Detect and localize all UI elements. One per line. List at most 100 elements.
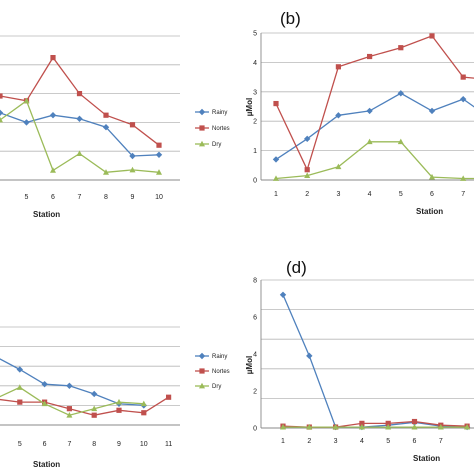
series-nortes-point: [367, 53, 373, 60]
series-nortes-point: [335, 64, 341, 70]
series-nortes-line: [0, 56, 160, 146]
series-dry-point: [332, 423, 339, 430]
y-tick-label: 6: [253, 315, 257, 322]
series-nortes-point: [91, 412, 97, 418]
series-dry-point: [304, 172, 311, 178]
series-dry-point: [156, 169, 162, 175]
legend: Rainy Nortes Dry: [195, 352, 230, 390]
legend-label: Dry: [212, 142, 221, 148]
x-tick-label: 7: [78, 194, 82, 201]
series-rainy-point: [16, 366, 23, 373]
plot-area: [279, 291, 471, 431]
x-tick-label: 4: [368, 191, 372, 198]
series-dry-point: [358, 423, 365, 430]
x-axis-title: Station: [416, 207, 443, 216]
series-dry-line: [275, 141, 474, 180]
x-tick-label: 6: [51, 194, 55, 201]
series-nortes-point: [76, 91, 83, 97]
series-dry-point: [23, 97, 30, 104]
series-rainy-point: [102, 124, 110, 131]
series-dry-point: [66, 412, 73, 418]
legend-swatch-marker: [199, 140, 205, 147]
legend-label: Nortes: [212, 369, 230, 375]
panel-label: (b): [280, 9, 301, 28]
x-tick-label: 11: [165, 441, 172, 448]
series-nortes-point: [273, 100, 279, 107]
series-nortes-point: [116, 407, 122, 413]
x-axis-title: Station: [33, 210, 60, 219]
series-rainy-point: [366, 107, 373, 115]
series-rainy-point: [306, 352, 313, 360]
series-nortes-point: [141, 410, 147, 416]
x-tick-label: 6: [413, 438, 417, 445]
series-nortes-point: [17, 399, 23, 405]
legend-label: Dry: [212, 384, 221, 390]
chart-panel-2: 0 1 2 3 4 5 1 2 3 4 5 6 7 Station µMol (b): [245, 9, 474, 216]
series-rainy-point: [91, 390, 98, 398]
legend-label: Rainy: [212, 354, 227, 360]
chart-panel-1: 5 6 7 8 9 10 Station Rainy Nortes Dry: [0, 35, 230, 219]
x-tick-label: 5: [399, 191, 403, 198]
series-nortes-point: [398, 45, 404, 51]
x-axis-title: Station: [413, 454, 440, 463]
series-rainy-point: [76, 115, 83, 122]
x-tick-label: 5: [25, 194, 29, 201]
series-dry-point: [273, 175, 279, 181]
series-rainy-point: [129, 152, 136, 160]
series-rainy-point: [272, 156, 280, 163]
x-tick-label: 10: [155, 194, 163, 201]
legend-swatch-marker: [199, 368, 205, 374]
series-dry-point: [429, 173, 435, 180]
y-axis-title: µMol: [245, 356, 254, 374]
x-tick-label: 2: [305, 191, 309, 198]
y-tick-label: 2: [253, 119, 257, 126]
y-tick-label: 4: [253, 60, 257, 67]
series-rainy-point: [304, 135, 311, 143]
series-dry-point: [116, 398, 122, 405]
x-tick-label: 6: [43, 441, 47, 448]
legend-swatch-marker: [199, 382, 205, 389]
series-rainy-point: [335, 112, 342, 119]
series-dry-point: [16, 384, 23, 390]
series-rainy-point: [66, 382, 73, 389]
x-axis-title: Station: [33, 460, 60, 469]
legend-swatch-marker: [198, 108, 206, 116]
plot-area: [0, 55, 163, 175]
series-dry-point: [306, 423, 313, 430]
series-dry-point: [335, 163, 342, 170]
y-tick-label: 2: [253, 389, 257, 396]
chart-panel-4: 0 2 4 6 8 1 2 3 4 5 6 7 Station µMol (d): [245, 258, 474, 463]
x-tick-label: 3: [334, 438, 338, 445]
series-nortes-point: [0, 93, 3, 99]
series-dry-point: [50, 167, 56, 173]
legend: Rainy Nortes Dry: [195, 108, 230, 148]
x-tick-label: 10: [140, 441, 148, 448]
x-tick-label: 3: [336, 191, 340, 198]
series-dry-point: [129, 166, 136, 173]
x-tick-label: 1: [274, 191, 278, 198]
y-tick-label: 0: [253, 426, 257, 433]
series-rainy-point: [41, 380, 48, 388]
plot-area: [0, 358, 172, 418]
y-tick-label: 3: [253, 89, 257, 96]
series-dry-point: [41, 400, 48, 407]
x-tick-label: 7: [439, 438, 443, 445]
chart-panel-3: 5 6 7 8 9 10 11 Station Rainy Nortes Dry: [0, 326, 230, 469]
x-tick-label: 2: [307, 438, 311, 445]
y-tick-label: 5: [253, 31, 257, 38]
series-rainy-line: [275, 92, 474, 160]
legend-label: Rainy: [212, 110, 227, 116]
series-rainy-line: [0, 358, 144, 407]
series-nortes-point: [166, 394, 172, 400]
series-rainy-point: [23, 119, 30, 126]
series-nortes-point: [460, 74, 466, 80]
series-rainy-line: [282, 294, 468, 428]
panel-label: (d): [286, 258, 307, 277]
series-dry-point: [397, 138, 404, 145]
series-nortes-point: [304, 167, 310, 173]
series-dry-point: [0, 116, 3, 123]
series-dry-point: [411, 423, 418, 430]
y-tick-label: 0: [253, 178, 257, 185]
x-tick-label: 1: [281, 438, 285, 445]
